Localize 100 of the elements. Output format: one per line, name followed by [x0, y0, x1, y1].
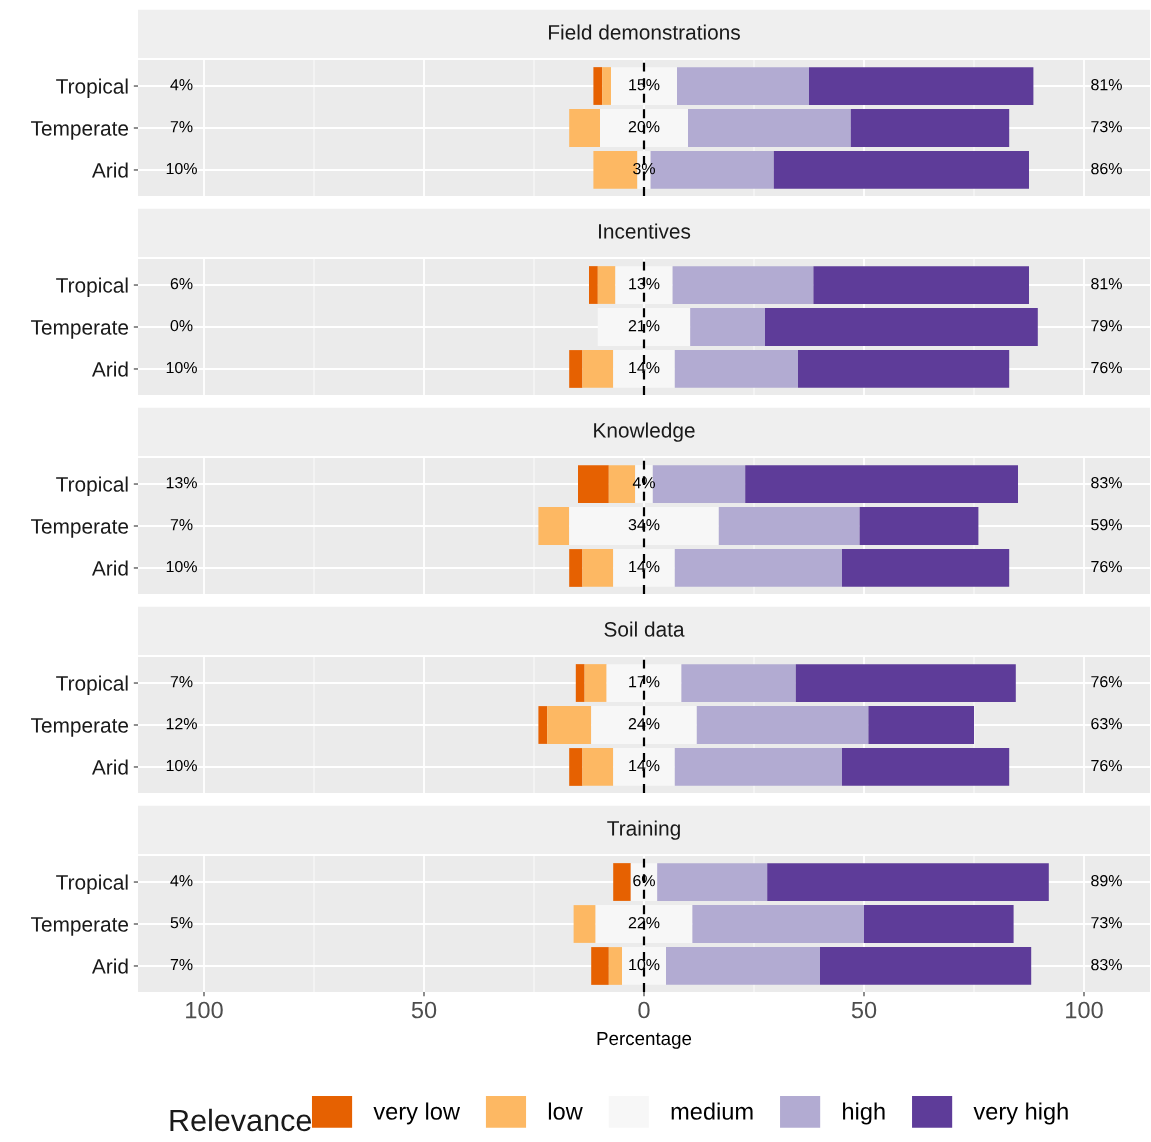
bar: [597, 266, 616, 304]
annotation: 0%: [170, 319, 193, 332]
annotation: 73%: [1091, 916, 1122, 929]
bar: [657, 863, 768, 901]
bar: [696, 706, 869, 744]
y-tick-label: Temperate: [31, 519, 129, 538]
annotation: 83%: [1091, 958, 1122, 971]
bar: [600, 109, 688, 147]
y-tick-label: Arid: [91, 361, 128, 377]
y-tick-label: Tropical: [56, 476, 128, 496]
bar: [578, 465, 609, 503]
annotation: 7%: [170, 676, 193, 688]
annotation: 59%: [1091, 518, 1122, 531]
data-label: 10%: [629, 958, 660, 971]
bar: [850, 109, 1010, 147]
bar: [569, 748, 583, 786]
y-tick-label: Arid: [91, 560, 128, 576]
data-label: 14%: [629, 760, 660, 772]
annotation: 63%: [1091, 717, 1122, 730]
annotation: 12%: [166, 717, 197, 730]
annotation: 76%: [1091, 361, 1122, 374]
bar: [690, 308, 765, 346]
legend-label: very high: [973, 1102, 1068, 1125]
bar: [718, 507, 860, 545]
annotation: 81%: [1091, 79, 1122, 91]
legend-label: very low: [373, 1102, 461, 1125]
bar: [582, 748, 614, 786]
y-tick-label: Tropical: [56, 675, 128, 695]
annotation: 4%: [170, 79, 193, 91]
bar: [584, 664, 607, 702]
y-tick-label: Temperate: [31, 718, 129, 737]
x-tick-label: 50: [851, 1001, 877, 1019]
y-tick-label: Tropical: [56, 78, 128, 98]
x-tick-label: 50: [411, 1001, 437, 1019]
bar: [674, 350, 798, 388]
bar: [538, 706, 548, 744]
annotation: 81%: [1091, 278, 1122, 290]
y-tick-label: Tropical: [56, 874, 128, 894]
data-label: 22%: [628, 916, 660, 929]
x-tick-label: 0: [638, 1001, 650, 1019]
legend-label: low: [548, 1102, 583, 1120]
chart-title: Field demonstrations: [549, 24, 740, 40]
bar: [573, 905, 596, 943]
y-tick-label: Arid: [91, 958, 128, 974]
bar: [767, 863, 1049, 901]
bar: [569, 507, 719, 545]
data-label: 14%: [629, 561, 660, 573]
bar: [608, 947, 622, 985]
bar: [538, 507, 570, 545]
annotation: 10%: [166, 759, 197, 772]
annotation: 10%: [166, 361, 197, 374]
annotation: 10%: [166, 162, 197, 175]
legend-label: high: [843, 1102, 885, 1125]
annotation: 73%: [1091, 120, 1122, 133]
chart-title: Soil data: [604, 621, 685, 637]
bar: [773, 151, 1029, 189]
bar: [798, 350, 1010, 388]
bar: [595, 905, 693, 943]
bar: [591, 706, 697, 744]
bar: [674, 748, 842, 786]
bar: [868, 706, 974, 744]
annotation: 7%: [170, 121, 193, 133]
bar: [842, 748, 1010, 786]
bar: [589, 266, 598, 304]
bar: [591, 947, 609, 985]
bar: [842, 549, 1010, 587]
y-tick-label: Arid: [91, 759, 128, 775]
bar: [569, 109, 600, 147]
bar: [593, 67, 603, 105]
bar: [813, 266, 1029, 304]
bar: [864, 905, 1014, 943]
annotation: 13%: [166, 477, 197, 489]
annotation: 86%: [1091, 162, 1122, 175]
x-tick-label: 100: [186, 1001, 223, 1019]
bar: [681, 664, 796, 702]
bar: [820, 947, 1032, 985]
chart-title: Incentives: [599, 223, 691, 239]
annotation: 76%: [1091, 676, 1122, 688]
chart-title: Training: [607, 820, 680, 840]
bar: [674, 549, 842, 587]
bar: [677, 67, 809, 105]
bar: [582, 350, 614, 388]
y-tick-label: Arid: [91, 162, 128, 178]
bar: [666, 947, 820, 985]
bar: [692, 905, 864, 943]
x-axis-title: Percentage: [597, 1032, 692, 1049]
bar: [547, 706, 592, 744]
bar: [569, 350, 583, 388]
bar: [859, 507, 979, 545]
annotation: 4%: [170, 875, 193, 887]
y-tick-label: Tropical: [56, 277, 128, 297]
y-tick-label: Temperate: [31, 320, 129, 339]
bar: [809, 67, 1034, 105]
bar: [569, 549, 583, 587]
bar: [688, 109, 851, 147]
annotation: 7%: [170, 959, 193, 971]
annotation: 79%: [1091, 319, 1122, 332]
annotation: 89%: [1091, 875, 1122, 887]
bar: [795, 664, 1016, 702]
bar: [582, 549, 614, 587]
